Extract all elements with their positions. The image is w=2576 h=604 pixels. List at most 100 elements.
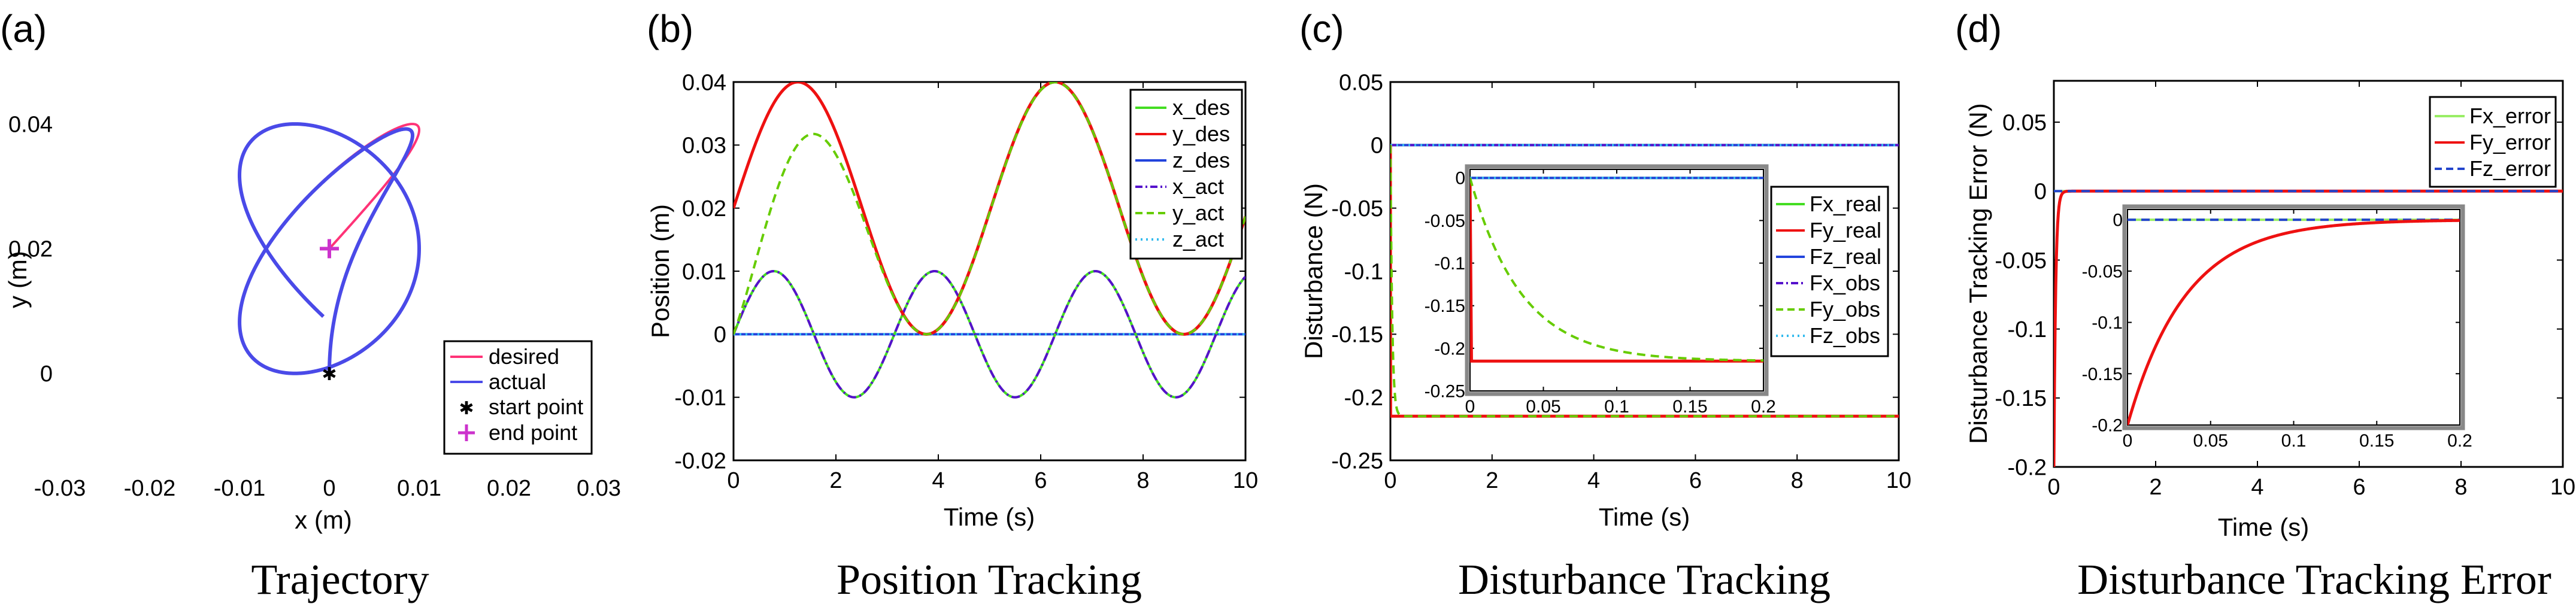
panel-d-ytick-2: -0.1	[2008, 317, 2047, 342]
panel-d-ticks: 0 2 4 6 8 10 -0.2 -0.15 -0.1 -0.05 0 0.05	[1995, 81, 2575, 500]
panel-d-xtick-2: 4	[2251, 475, 2263, 500]
legend-fx-obs: Fx_obs	[1810, 271, 1880, 295]
panel-c-inset-ytick-5: 0	[1455, 169, 1465, 189]
panel-c-ytick-2: -0.15	[1331, 323, 1383, 348]
panel-a-label: (a)	[0, 7, 47, 50]
panel-c-inset-xtick-4: 0.2	[1751, 397, 1776, 417]
legend-fy-obs: Fy_obs	[1810, 297, 1880, 321]
panel-c-inset-ytick-4: -0.05	[1425, 211, 1465, 231]
start-point-marker: ✱	[322, 365, 337, 384]
panel-d-ytick-0: -0.2	[2008, 455, 2047, 480]
series-x-des-line	[734, 269, 1245, 399]
panel-a-xtick-2: -0.01	[214, 476, 266, 501]
panel-d-inset-xtick-1: 0.05	[2193, 431, 2228, 451]
panel-c-ytick-4: -0.05	[1331, 196, 1383, 221]
panel-d-ytick-5: 0.05	[2002, 110, 2047, 135]
panel-d-inset: 0 0.05 0.1 0.15 0.2 -0.2 -0.15 -0.1 -0.05 0	[2082, 204, 2472, 451]
legend-start-point: start point	[489, 394, 583, 419]
legend-fx-real: Fx_real	[1810, 192, 1881, 216]
panel-d-inset-xtick-3: 0.15	[2359, 431, 2394, 451]
panel-b-legend: x_des y_des z_des x_act y_act z_act	[1129, 89, 1243, 260]
panel-a-ytick-1: 0.02	[8, 237, 53, 262]
panel-b-ytick-1: -0.01	[674, 386, 726, 411]
panel-b-ticks: 0 2 4 6 8 10 -0.02 -0.01 0 0.01 0.02 0.03 0.04	[674, 70, 1258, 493]
legend-x-act: x_act	[1172, 174, 1224, 199]
panel-c-inset-ytick-1: -0.2	[1434, 339, 1465, 359]
series-actual-line	[238, 122, 422, 375]
legend-z-des: z_des	[1172, 148, 1230, 172]
panel-a-xtick-6: 0.03	[577, 476, 621, 501]
panel-d-xtick-3: 6	[2353, 475, 2365, 500]
panel-c-ytick-1: -0.2	[1344, 386, 1383, 411]
panel-b-ylabel: Position (m)	[646, 204, 674, 338]
panel-d-xlabel: Time (s)	[2218, 513, 2309, 541]
panel-b-ytick-6: 0.04	[682, 70, 726, 95]
svg-text:✱: ✱	[459, 399, 474, 418]
panel-c-xlabel: Time (s)	[1599, 503, 1690, 531]
panel-b-xlabel: Time (s)	[944, 503, 1035, 531]
panel-d-legend: Fx_error Fy_error Fz_error	[2429, 96, 2557, 188]
panel-c-xtick-5: 10	[1886, 468, 1911, 493]
panel-d-caption: Disturbance Tracking Error	[2077, 556, 2551, 603]
legend-y-des: y_des	[1172, 122, 1230, 146]
panel-c-inset-xtick-1: 0.05	[1526, 397, 1560, 417]
legend-fy-error: Fy_error	[2469, 130, 2551, 154]
panel-c-label: (c)	[1299, 7, 1344, 50]
panel-c-ylabel: Disturbance (N)	[1299, 183, 1328, 359]
panel-c-xtick-2: 4	[1587, 468, 1600, 493]
legend-desired: desired	[489, 344, 559, 369]
panel-c-inset-ticks: 0 0.05 0.1 0.15 0.2 -0.25 -0.2 -0.15 -0.1 -0.05 0	[1425, 169, 1776, 417]
panel-a: (a) -0.03 -0.02 -0.01 0 0.01 0.02 0.03 0 0.02 0.0…	[0, 7, 621, 603]
panel-c-inset-xtick-0: 0	[1465, 397, 1475, 417]
panel-d-xtick-1: 2	[2149, 475, 2162, 500]
panel-a-ticks: -0.03 -0.02 -0.01 0 0.01 0.02 0.03 0 0.02 0.04	[8, 112, 621, 501]
panel-d-xtick-5: 10	[2550, 475, 2575, 500]
panel-c-xtick-3: 6	[1689, 468, 1702, 493]
series-fy-obs-line	[1390, 145, 1899, 418]
panel-a-xtick-5: 0.02	[487, 476, 531, 501]
panel-a-xtick-3: 0	[323, 476, 335, 501]
legend-fz-obs: Fz_obs	[1810, 323, 1880, 348]
panel-d-label: (d)	[1955, 7, 2002, 50]
legend-y-act: y_act	[1172, 201, 1224, 225]
panel-d-xtick-0: 0	[2047, 475, 2060, 500]
panel-b-xtick-5: 10	[1233, 468, 1258, 493]
panel-c-inset: 0 0.05 0.1 0.15 0.2 -0.25 -0.2 -0.15 -0.1 -0.05 0	[1425, 164, 1776, 417]
panel-b-ytick-0: -0.02	[674, 448, 726, 474]
panel-c-inset-ytick-2: -0.15	[1425, 296, 1465, 316]
panel-b-label: (b)	[647, 7, 693, 50]
panel-d: (d) 0 2 4 6 8 10 -0.2 -0.15 -0.1 -0.05 0 0.05 0 0.05…	[1955, 7, 2575, 603]
panel-c-ytick-6: 0.05	[1339, 70, 1383, 95]
panel-a-caption: Trajectory	[251, 556, 429, 603]
panel-b-ytick-5: 0.03	[682, 133, 726, 159]
inset-fy-obs-line	[1470, 177, 1763, 362]
panel-a-xtick-1: -0.02	[124, 476, 176, 501]
panel-c-ticks: 0 2 4 6 8 10 -0.25 -0.2 -0.15 -0.1 -0.05 0 0.05	[1331, 70, 1911, 493]
panel-c: (c) 0 2 4 6 8 10-0.25-0.2-0.15-0.1-0.0500.05 …	[1299, 7, 1911, 603]
legend-fz-error: Fz_error	[2469, 156, 2551, 181]
panel-c-xtick-4: 8	[1791, 468, 1804, 493]
panel-b-xtick-4: 8	[1137, 468, 1149, 493]
panel-b-ytick-3: 0.01	[682, 259, 726, 284]
panel-c-inset-ytick-0: -0.25	[1425, 382, 1465, 402]
panel-d-ytick-4: 0	[2034, 180, 2047, 205]
panel-a-xtick-4: 0.01	[397, 476, 441, 501]
panel-d-inset-ytick-2: -0.1	[2092, 313, 2123, 333]
panel-c-ytick-0: -0.25	[1331, 448, 1383, 474]
panel-c-ytick-5: 0	[1371, 133, 1383, 159]
panel-c-inset-ytick-3: -0.1	[1434, 254, 1465, 274]
series-y-act-line	[734, 82, 1245, 336]
panel-b-xtick-0: 0	[727, 468, 740, 493]
legend-x-des: x_des	[1172, 95, 1230, 120]
panel-c-inset-xtick-2: 0.1	[1604, 397, 1629, 417]
panel-c-ytick-3: -0.1	[1344, 259, 1383, 284]
panel-a-legend: desired actual ✱ start point end point	[443, 340, 593, 455]
panel-d-inset-ytick-3: -0.05	[2082, 262, 2123, 281]
panel-d-ytick-1: -0.15	[1995, 386, 2047, 411]
panel-c-xtick-0: 0	[1384, 468, 1396, 493]
legend-z-act: z_act	[1172, 227, 1224, 251]
panel-d-inset-ytick-0: -0.2	[2092, 416, 2123, 436]
panel-c-xtick-1: 2	[1486, 468, 1498, 493]
panel-d-inset-ytick-1: -0.15	[2082, 365, 2123, 384]
